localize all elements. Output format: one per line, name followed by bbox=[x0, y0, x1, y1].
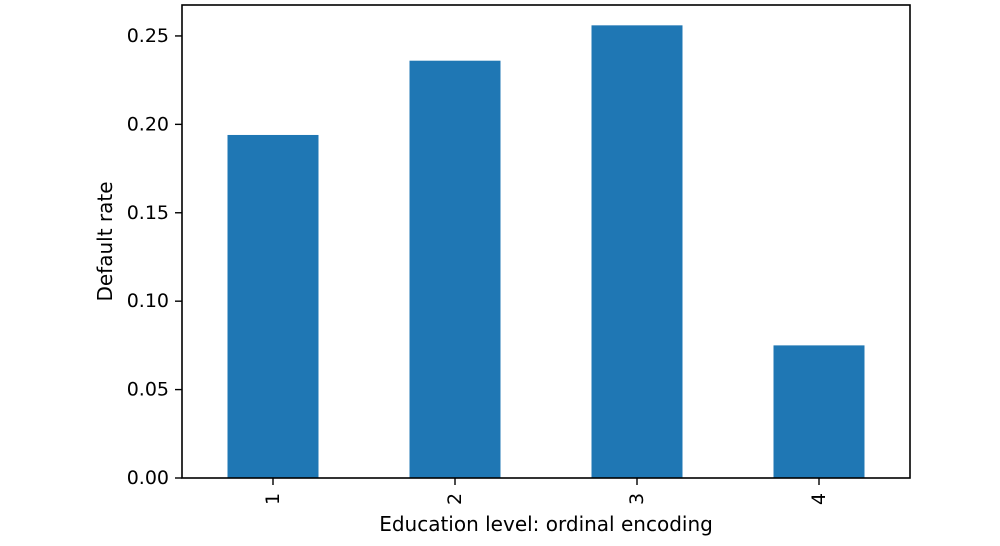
x-tick-label: 1 bbox=[262, 493, 284, 505]
x-tick-label: 4 bbox=[808, 493, 830, 505]
x-axis-label: Education level: ordinal encoding bbox=[379, 512, 713, 536]
bar-2 bbox=[409, 60, 501, 478]
y-tick-label: 0.10 bbox=[127, 290, 169, 312]
y-axis-ticks: 0.00 0.05 0.10 0.15 0.20 0.25 bbox=[127, 25, 182, 489]
y-tick-label: 0.15 bbox=[127, 202, 169, 224]
y-tick-label: 0.25 bbox=[127, 25, 169, 47]
y-tick-label: 0.05 bbox=[127, 379, 169, 401]
bars-layer bbox=[227, 25, 865, 479]
bar-4 bbox=[773, 345, 865, 478]
y-tick-label: 0.20 bbox=[127, 113, 169, 135]
x-tick-label: 3 bbox=[626, 493, 648, 505]
bar-1 bbox=[227, 134, 319, 479]
bar-3 bbox=[591, 25, 683, 478]
x-tick-label: 2 bbox=[444, 493, 466, 505]
y-axis-label: Default rate bbox=[93, 181, 117, 301]
x-axis-ticks: 1 2 3 4 bbox=[262, 478, 830, 505]
y-tick-label: 0.00 bbox=[127, 467, 169, 489]
plot-frame bbox=[181, 4, 911, 479]
